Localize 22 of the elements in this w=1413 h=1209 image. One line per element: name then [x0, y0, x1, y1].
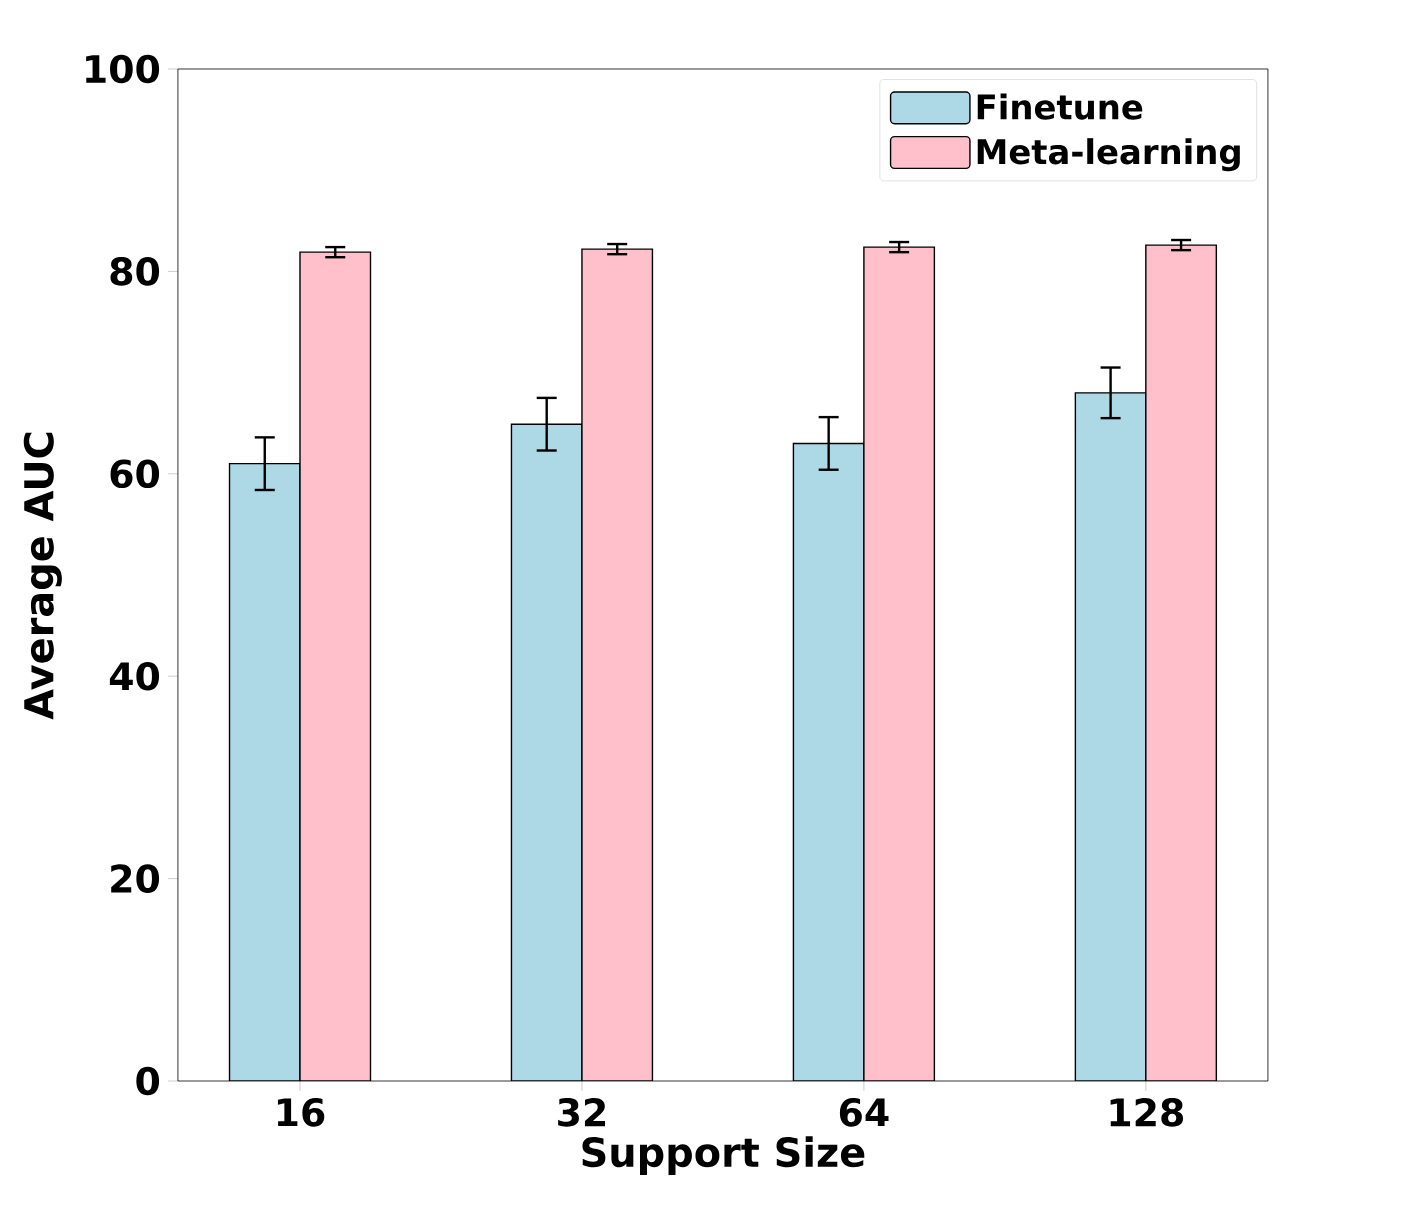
legend-label: Meta-learning — [977, 138, 1240, 172]
bar — [792, 442, 865, 1081]
x-tick-label: 16 — [277, 1098, 325, 1127]
y-axis-title: Average AUC — [23, 432, 62, 720]
x-axis-title: Support Size — [582, 1136, 865, 1175]
bar — [510, 423, 583, 1081]
bar — [1074, 392, 1147, 1081]
y-tick-label: 60 — [110, 459, 160, 489]
x-tick-label: 64 — [839, 1098, 889, 1127]
bar — [299, 251, 372, 1081]
bar — [581, 248, 654, 1081]
y-tick-label: 100 — [86, 54, 160, 84]
y-tick-label: 0 — [136, 1066, 160, 1096]
y-tick-label: 40 — [109, 661, 160, 691]
y-tick-label: 20 — [111, 864, 160, 893]
x-tick-label: 32 — [558, 1098, 605, 1127]
bar — [863, 246, 936, 1081]
y-tick-label: 80 — [110, 257, 160, 286]
bar — [1145, 244, 1218, 1081]
bar — [228, 462, 301, 1081]
x-tick-label: 128 — [1110, 1098, 1184, 1127]
legend-label: Finetune — [977, 93, 1143, 120]
